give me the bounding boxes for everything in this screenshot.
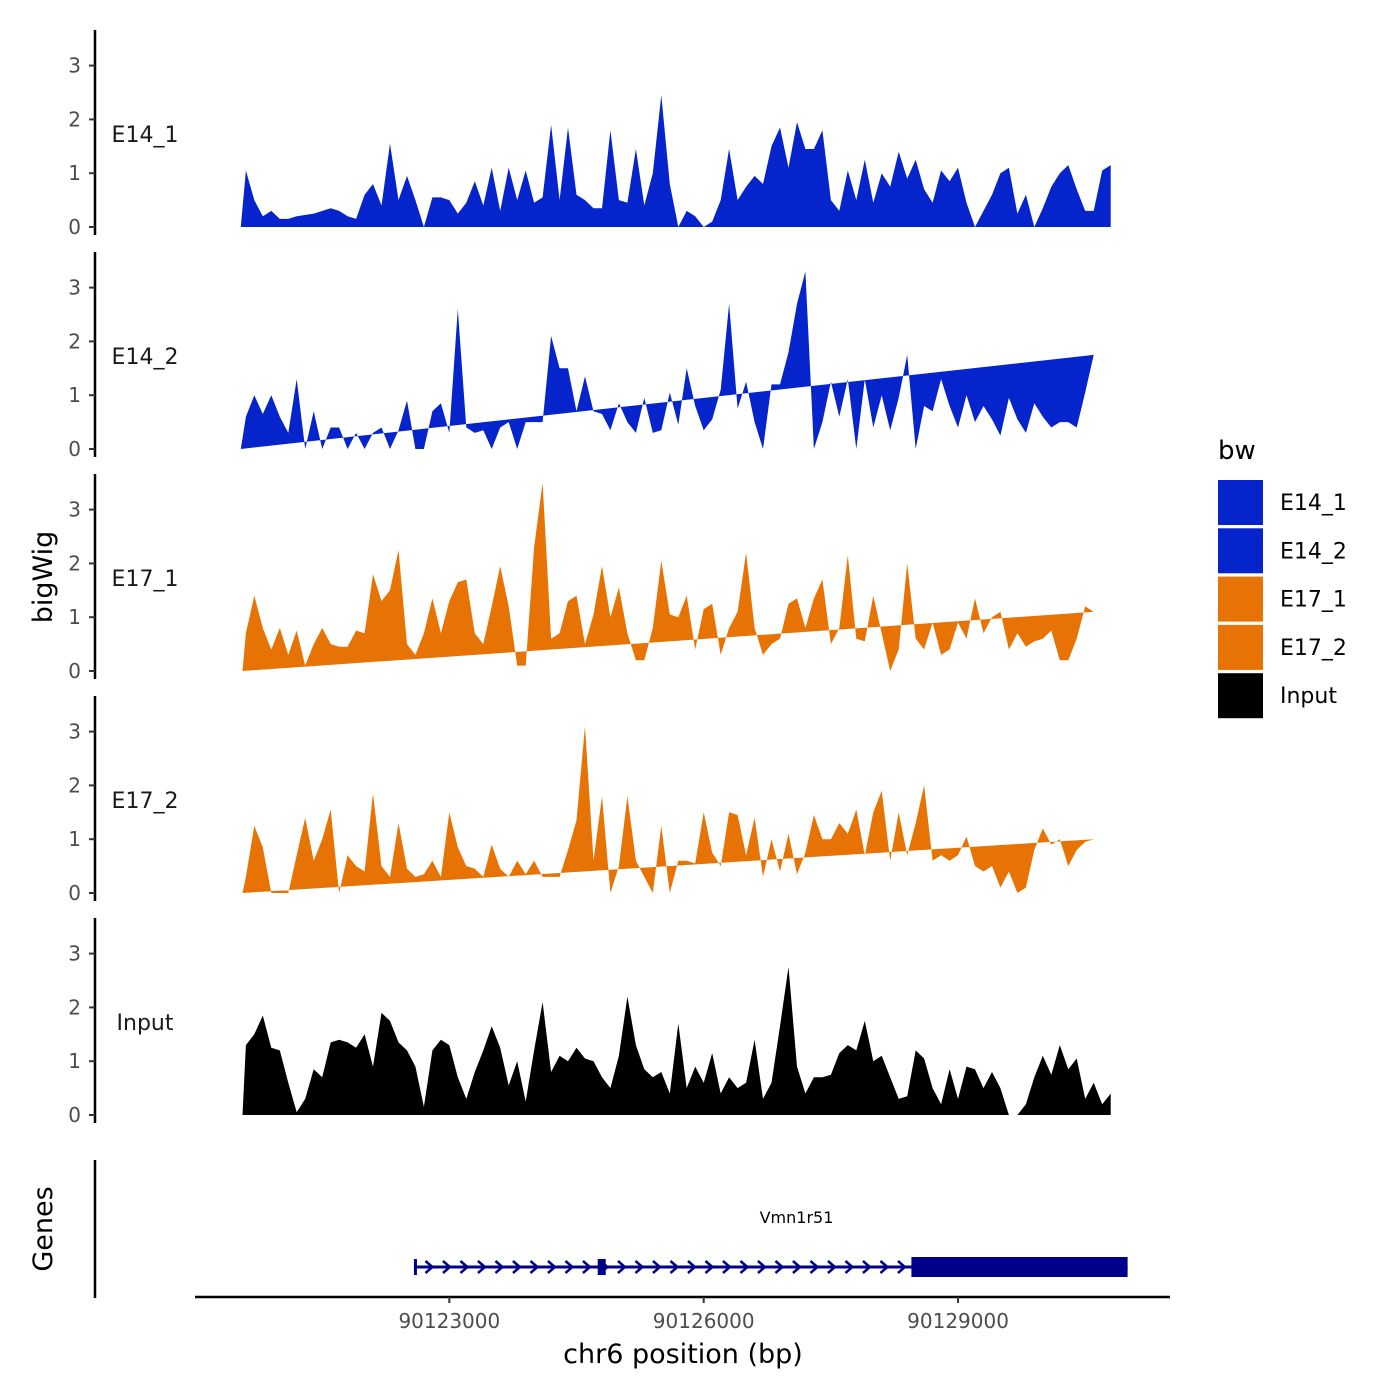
y-tick-label: 3 bbox=[68, 942, 81, 966]
strand-arrow bbox=[757, 1260, 767, 1274]
track-label: Input bbox=[117, 1011, 174, 1036]
legend-item-e14_1: E14_1 bbox=[1218, 480, 1347, 525]
strand-arrow bbox=[459, 1260, 470, 1274]
legend-title: bw bbox=[1218, 436, 1256, 466]
y-tick-label: 0 bbox=[68, 215, 81, 239]
strand-arrow bbox=[512, 1260, 522, 1274]
y-tick-label: 1 bbox=[68, 1049, 81, 1073]
y-tick-label: 0 bbox=[68, 1103, 81, 1127]
strand-arrow bbox=[564, 1260, 575, 1274]
track-e14_1: 0 1 2 3 E14_1 bbox=[68, 30, 1111, 239]
signal-tracks: 0 1 2 3 E14_1 0 1 2 3 E14_2 0 1 2 3 E17_1 0 1 2 3 E17_2 0 1 2 3… bbox=[68, 30, 1111, 1127]
track-input: 0 1 2 3 Input bbox=[68, 918, 1111, 1127]
x-tick-label: 90129000 bbox=[907, 1309, 1009, 1333]
strand-arrow bbox=[582, 1260, 592, 1274]
x-tick-label: 90123000 bbox=[398, 1309, 500, 1333]
y-tick-label: 3 bbox=[68, 720, 81, 744]
y-tick-label: 1 bbox=[68, 827, 81, 851]
gene-panel: Vmn1r51 bbox=[93, 1160, 1128, 1298]
track-label: E17_1 bbox=[112, 567, 179, 592]
legend-label: E14_1 bbox=[1280, 491, 1347, 516]
y-tick-label: 1 bbox=[68, 383, 81, 407]
legend-label: E14_2 bbox=[1280, 539, 1347, 564]
y-axis-title: bigWig bbox=[28, 531, 59, 624]
strand-arrow bbox=[424, 1260, 435, 1274]
gene-name-label: Vmn1r51 bbox=[760, 1208, 834, 1227]
strand-arrow bbox=[529, 1260, 540, 1274]
x-axis-title: chr6 position (bp) bbox=[563, 1339, 803, 1370]
y-tick-label: 1 bbox=[68, 161, 81, 185]
legend-label: Input bbox=[1280, 684, 1337, 709]
strand-arrow bbox=[687, 1260, 697, 1274]
strand-arrow bbox=[477, 1260, 487, 1274]
strand-arrow bbox=[722, 1260, 732, 1274]
track-label: E14_1 bbox=[112, 123, 179, 148]
track-e17_1: 0 1 2 3 E17_1 bbox=[68, 474, 1094, 683]
legend-item-e17_1: E17_1 bbox=[1218, 576, 1347, 622]
strand-arrow bbox=[494, 1260, 505, 1274]
strand-arrow bbox=[862, 1260, 872, 1274]
strand-arrow bbox=[652, 1260, 662, 1274]
legend-item-e17_2: E17_2 bbox=[1218, 624, 1347, 670]
gene-vmn1r51: Vmn1r51 bbox=[413, 1208, 1128, 1277]
legend-swatch bbox=[1218, 528, 1263, 574]
strand-arrow bbox=[617, 1260, 627, 1274]
x-tick-label: 90126000 bbox=[653, 1309, 755, 1333]
legend-label: E17_2 bbox=[1280, 636, 1347, 661]
strand-arrow bbox=[774, 1260, 785, 1274]
legend-swatch bbox=[1218, 673, 1263, 719]
strand-arrow bbox=[827, 1260, 837, 1274]
legend-swatch bbox=[1218, 480, 1263, 525]
signal-area-e14_2 bbox=[240, 271, 1094, 449]
signal-area-e17_2 bbox=[242, 726, 1094, 893]
signal-area-input bbox=[242, 967, 1111, 1115]
strand-arrow bbox=[792, 1260, 802, 1274]
y-tick-label: 0 bbox=[68, 881, 81, 905]
gene-exon-block bbox=[911, 1257, 1128, 1277]
track-label: E14_2 bbox=[112, 345, 179, 370]
y-tick-label: 1 bbox=[68, 605, 81, 629]
y-tick-label: 0 bbox=[68, 659, 81, 683]
strand-arrow bbox=[442, 1260, 452, 1274]
strand-arrow bbox=[547, 1260, 557, 1274]
track-e17_2: 0 1 2 3 E17_2 bbox=[68, 696, 1094, 905]
track-e14_2: 0 1 2 3 E14_2 bbox=[68, 252, 1094, 461]
legend-item-e14_2: E14_2 bbox=[1218, 528, 1347, 574]
legend-swatch bbox=[1218, 624, 1263, 670]
y-tick-label: 3 bbox=[68, 54, 81, 78]
signal-area-e17_1 bbox=[242, 482, 1094, 671]
y-tick-label: 3 bbox=[68, 498, 81, 522]
y-tick-label: 2 bbox=[68, 329, 81, 353]
gene-panel-title: Genes bbox=[28, 1186, 59, 1271]
y-tick-label: 2 bbox=[68, 995, 81, 1019]
y-tick-label: 2 bbox=[68, 107, 81, 131]
legend: bw E14_1 E14_2 E17_1 E17_2 Input bbox=[1218, 436, 1347, 719]
y-tick-label: 2 bbox=[68, 773, 81, 797]
strand-arrow bbox=[634, 1260, 645, 1274]
strand-arrow bbox=[897, 1260, 907, 1274]
strand-arrow bbox=[704, 1260, 715, 1274]
x-axis: 90123000 90126000 90129000 bbox=[195, 1295, 1170, 1333]
y-tick-label: 0 bbox=[68, 437, 81, 461]
legend-label: E17_1 bbox=[1280, 588, 1347, 613]
y-tick-label: 2 bbox=[68, 551, 81, 575]
signal-area-e14_1 bbox=[240, 95, 1111, 227]
track-label: E17_2 bbox=[112, 789, 179, 814]
y-tick-label: 3 bbox=[68, 276, 81, 300]
strand-arrow bbox=[739, 1260, 750, 1274]
strand-arrow bbox=[669, 1260, 680, 1274]
strand-arrow bbox=[844, 1260, 855, 1274]
gene-exon-block bbox=[597, 1259, 606, 1275]
strand-arrow bbox=[809, 1260, 820, 1274]
legend-item-input: Input bbox=[1218, 673, 1337, 719]
strand-arrow bbox=[879, 1260, 890, 1274]
legend-swatch bbox=[1218, 576, 1263, 622]
